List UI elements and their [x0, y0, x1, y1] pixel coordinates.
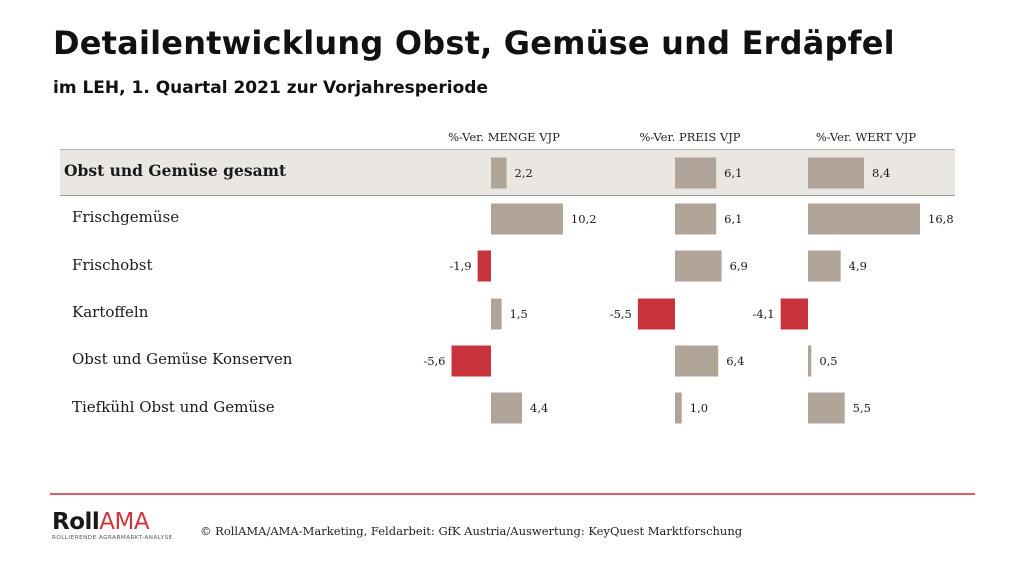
bar-preis-2: [675, 250, 722, 282]
row-label-frischgemuese: Frischgemüse: [72, 208, 180, 226]
data-label-preis-5: 1,0: [690, 401, 708, 415]
logo-ama-text: AMA: [99, 509, 150, 535]
bar-preis-4: [675, 345, 719, 377]
bar-wert-5: [808, 392, 845, 424]
page-title: Detailentwicklung Obst, Gemüse und Erdäp…: [53, 24, 895, 62]
data-label-wert-1: 16,8: [928, 212, 954, 226]
data-label-menge-5: 4,4: [530, 401, 548, 415]
data-label-menge-4: -5,6: [423, 354, 445, 368]
logo-roll-text: Roll: [52, 509, 100, 535]
page-subtitle: im LEH, 1. Quartal 2021 zur Vorjahresper…: [53, 78, 489, 98]
bar-wert-3: [780, 298, 808, 330]
data-label-wert-0: 8,4: [872, 166, 890, 180]
source-credit: © RollAMA/AMA-Marketing, Feldarbeit: GfK…: [200, 524, 743, 538]
data-label-menge-1: 10,2: [571, 212, 597, 226]
bar-preis-1: [675, 203, 717, 235]
bar-wert-0: [808, 157, 865, 189]
data-label-preis-0: 6,1: [724, 166, 742, 180]
data-label-preis-2: 6,9: [730, 259, 748, 273]
bar-menge-0: [491, 157, 507, 189]
bar-menge-5: [491, 392, 523, 424]
bar-menge-4: [451, 345, 491, 377]
total-row-highlight: [60, 149, 955, 196]
bar-preis-5: [675, 392, 682, 424]
data-label-menge-0: 2,2: [515, 166, 533, 180]
data-label-preis-4: 6,4: [726, 354, 744, 368]
logo-tagline: ROLLIERENDE AGRARMARKT-ANALYSE: [52, 535, 173, 541]
row-label-kartoffeln: Kartoffeln: [72, 303, 149, 321]
column-header-menge: %-Ver. MENGE VJP: [448, 130, 560, 144]
bar-menge-2: [477, 250, 491, 282]
column-header-preis: %-Ver. PREIS VJP: [639, 130, 741, 144]
data-label-menge-2: -1,9: [449, 259, 471, 273]
data-label-menge-3: 1,5: [510, 307, 528, 321]
column-header-wert: %-Ver. WERT VJP: [815, 130, 917, 144]
bar-preis-3: [637, 298, 675, 330]
data-label-wert-2: 4,9: [849, 259, 867, 273]
row-label-konserven: Obst und Gemüse Konserven: [72, 350, 293, 368]
bar-menge-3: [491, 298, 502, 330]
row-label-tiefkuehl: Tiefkühl Obst und Gemüse: [72, 398, 275, 416]
rollama-logo: RollAMA ROLLIERENDE AGRARMARKT-ANALYSE: [52, 510, 182, 541]
row-label-frischobst: Frischobst: [72, 256, 153, 274]
bar-wert-1: [808, 203, 921, 235]
bar-preis-0: [675, 157, 717, 189]
row-label-total: Obst und Gemüse gesamt: [64, 161, 287, 180]
data-label-preis-1: 6,1: [724, 212, 742, 226]
bar-wert-2: [808, 250, 841, 282]
data-label-wert-5: 5,5: [853, 401, 871, 415]
data-label-wert-4: 0,5: [819, 354, 837, 368]
bar-menge-1: [491, 203, 563, 235]
data-label-wert-3: -4,1: [752, 307, 774, 321]
data-label-preis-3: -5,5: [610, 307, 632, 321]
footer-divider: [50, 493, 975, 495]
bar-wert-4: [808, 345, 812, 377]
